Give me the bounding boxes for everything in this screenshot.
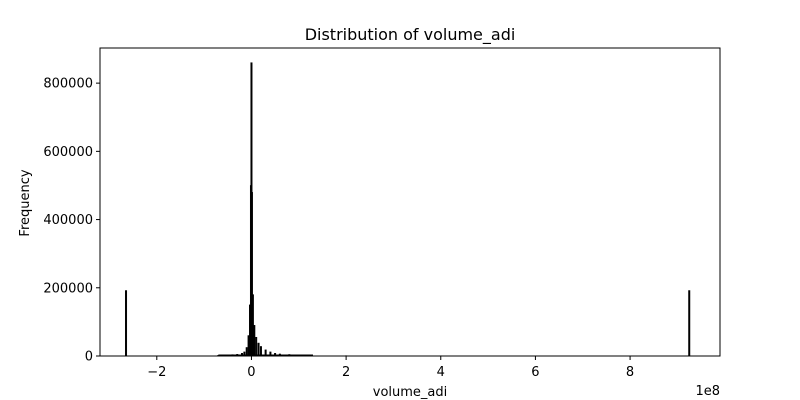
chart-title: Distribution of volume_adi [305, 25, 516, 45]
histogram-bar-17 [257, 342, 260, 357]
y-tick-label-2: 400000 [43, 213, 93, 228]
x-tick-label-1: 0 [247, 365, 255, 380]
x-tick-label-5: 8 [626, 365, 634, 380]
histogram-bar-16 [255, 336, 258, 357]
histogram-bars [125, 62, 691, 357]
x-axis-ticks: −2 0 2 4 6 8 [147, 356, 634, 380]
histogram-bar-baseline-cluster [218, 354, 313, 356]
y-tick-label-0: 0 [85, 350, 93, 365]
x-tick-label-4: 6 [531, 365, 539, 380]
y-axis-label: Frequency [18, 169, 33, 236]
y-tick-label-4: 800000 [43, 77, 93, 92]
y-tick-label-1: 200000 [43, 281, 93, 296]
x-axis-label: volume_adi [373, 385, 448, 400]
plot-frame [99, 47, 721, 357]
x-tick-label-2: 2 [342, 365, 350, 380]
x-tick-label-3: 4 [437, 365, 445, 380]
y-axis-ticks: 0 200000 400000 600000 800000 [43, 77, 100, 365]
histogram-bar-15 [253, 325, 256, 357]
y-tick-label-3: 600000 [43, 145, 93, 160]
x-tick-label-0: −2 [147, 365, 166, 380]
histogram-bar-30 [688, 290, 691, 357]
x-axis-offset-label: 1e8 [695, 384, 720, 399]
histogram-bar-0 [125, 290, 128, 357]
